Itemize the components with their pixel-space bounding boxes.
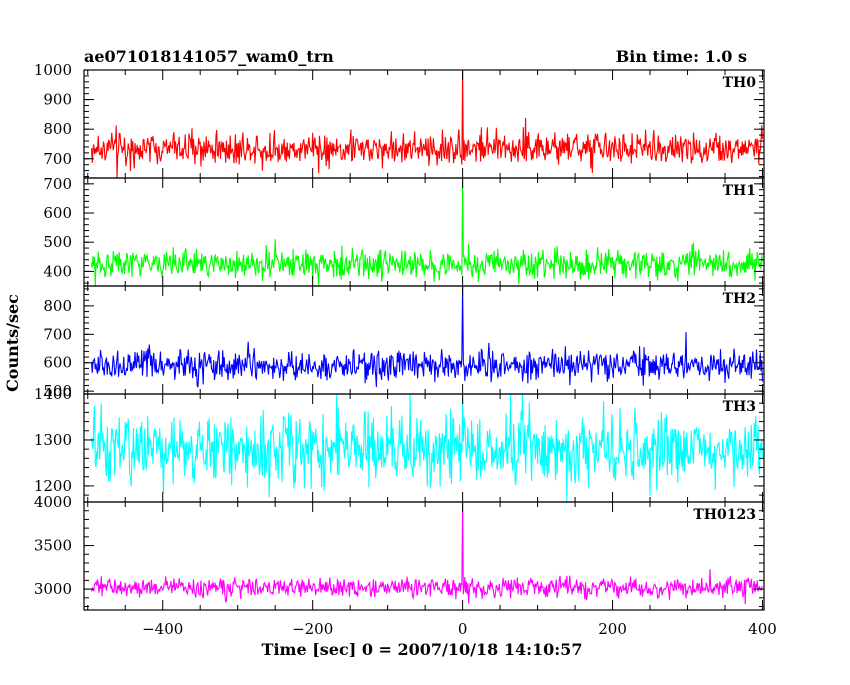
y-axis-title: Counts/sec (3, 294, 22, 392)
y-tick-label: 900 (43, 91, 72, 109)
chart-title: ae071018141057_wam0_trn (84, 47, 334, 66)
series-line-th3 (90, 393, 764, 503)
series-label-th0123: TH0123 (693, 507, 756, 523)
x-tick-label: −400 (142, 620, 183, 638)
x-tick-label: 200 (598, 620, 627, 638)
y-tick-label: 700 (43, 325, 72, 343)
x-axis-title: Time [sec] 0 = 2007/10/18 14:10:57 (262, 640, 583, 659)
x-tick-label: −200 (292, 620, 333, 638)
y-tick-label: 800 (43, 297, 72, 315)
panel-th0123: 3000 3500 4000 TH0123 (34, 493, 765, 611)
bin-time-label: Bin time: 1.0 s (616, 47, 747, 66)
panels: 700 800 900 1000 TH0 400 500 600 700 TH1 500 600 700… (34, 61, 777, 638)
series-line-th1 (90, 177, 764, 287)
y-tick-label: 4000 (34, 493, 72, 511)
y-tick-label: 700 (43, 175, 72, 193)
y-tick-label: 1400 (34, 385, 72, 403)
y-tick-label: 1000 (34, 61, 72, 79)
y-tick-label: 3000 (34, 580, 72, 598)
y-tick-label: 500 (43, 233, 72, 251)
x-tick-label: 0 (458, 620, 468, 638)
y-tick-label: 600 (43, 354, 72, 372)
y-tick-label: 400 (43, 262, 72, 280)
y-tick-label: 500 (43, 382, 72, 400)
panel-th3: 1200 1300 1400 TH3 (34, 385, 765, 503)
x-tick-label: 400 (748, 620, 777, 638)
series-label-th3: TH3 (723, 399, 756, 415)
y-tick-label: 700 (43, 150, 72, 168)
y-tick-label: 3500 (34, 537, 72, 555)
y-tick-label: 1200 (34, 477, 72, 495)
y-tick-label: 1300 (34, 431, 72, 449)
series-label-th0: TH0 (723, 75, 757, 91)
panel-frame (83, 501, 765, 611)
panel-frame (83, 285, 765, 395)
panel-th0: 700 800 900 1000 TH0 (34, 61, 765, 179)
panel-frame (83, 69, 765, 179)
y-tick-label: 600 (43, 204, 72, 222)
series-line-th0 (90, 69, 764, 179)
panel-th2: 500 600 700 800 TH2 (43, 285, 765, 400)
panel-th1: 400 500 600 700 TH1 (43, 175, 765, 287)
y-tick-label: 800 (43, 120, 72, 138)
series-line-th2 (90, 285, 764, 388)
series-label-th2: TH2 (723, 291, 756, 307)
series-label-th1: TH1 (723, 183, 756, 199)
series-line-th0123 (90, 501, 763, 605)
